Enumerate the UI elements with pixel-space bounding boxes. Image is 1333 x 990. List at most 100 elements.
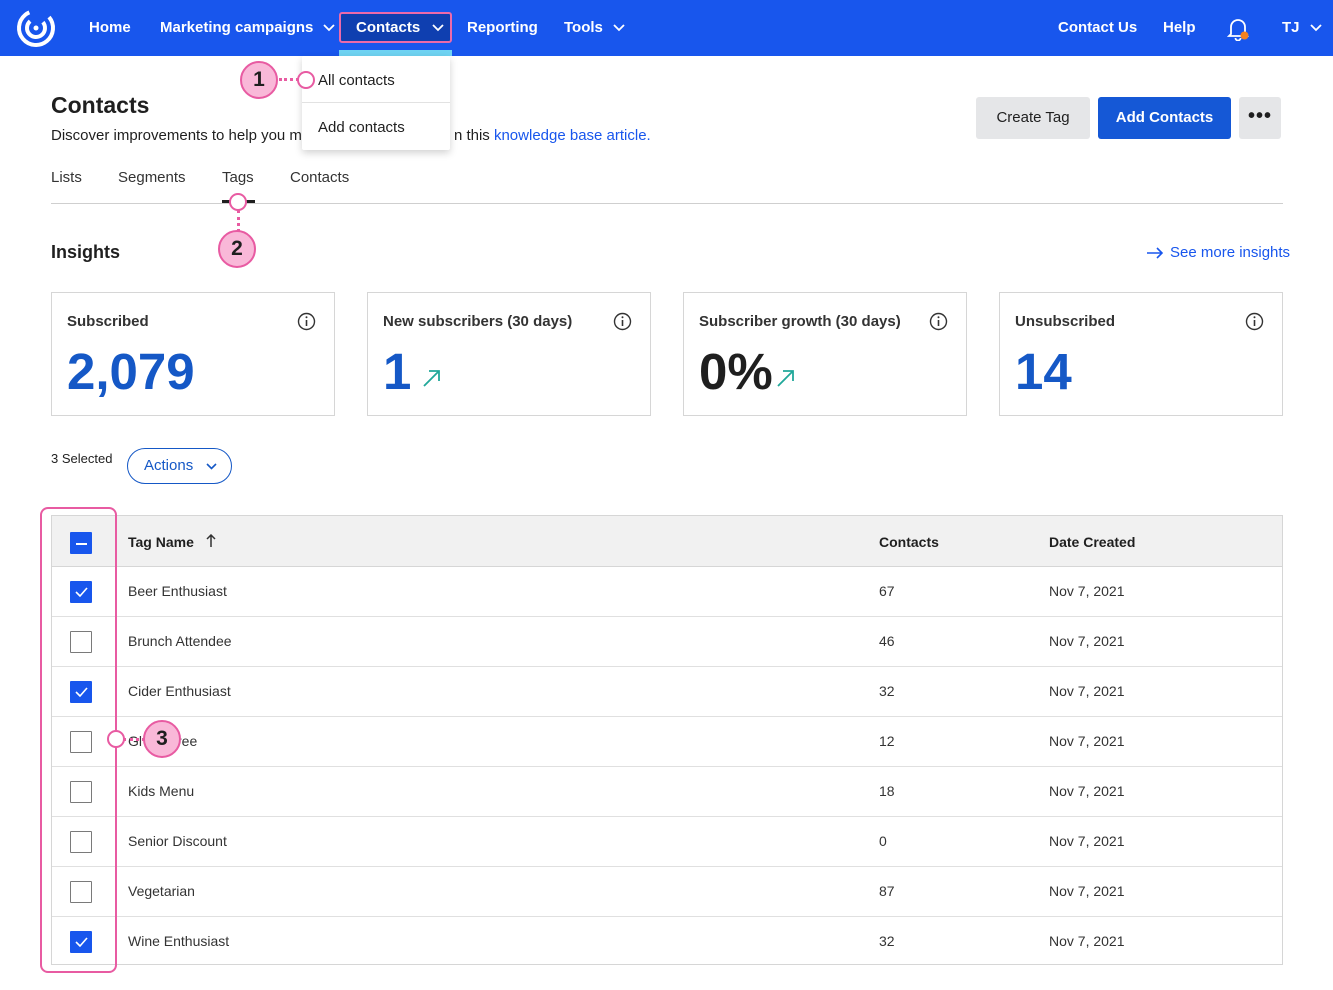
select-all-checkbox[interactable] — [70, 532, 92, 554]
contacts-count-cell: 12 — [879, 733, 895, 749]
tag-name-header-label: Tag Name — [128, 534, 194, 550]
user-initials: TJ — [1282, 19, 1300, 36]
column-header-tag-name[interactable]: Tag Name — [128, 533, 216, 550]
tag-name-text: Senior Discount — [128, 833, 227, 849]
card-label: Unsubscribed — [1015, 313, 1116, 330]
callout-connector — [279, 78, 299, 81]
table-row[interactable]: Brunch Attendee 46 Nov 7, 2021 — [52, 617, 1282, 667]
info-icon[interactable] — [929, 312, 948, 331]
table-header: Tag Name Contacts Date Created — [52, 516, 1282, 567]
table-row[interactable]: Senior Discount 0 Nov 7, 2021 — [52, 817, 1282, 867]
insight-card-subscriber-growth: Subscriber growth (30 days) 0% — [683, 292, 967, 416]
contacts-count-cell: 32 — [879, 933, 895, 949]
table-row[interactable]: Gl ree 12 Nov 7, 2021 — [52, 717, 1282, 767]
tag-name-cell[interactable]: Wine Enthusiast — [128, 933, 229, 949]
contacts-count-cell: 18 — [879, 783, 895, 799]
table-row[interactable]: Cider Enthusiast 32 Nov 7, 2021 — [52, 667, 1282, 717]
nav-tools[interactable]: Tools — [564, 0, 625, 56]
column-header-contacts: Contacts — [879, 534, 939, 550]
menu-divider — [302, 102, 450, 103]
knowledge-base-link[interactable]: knowledge base article. — [493, 127, 651, 144]
callout-target-dot — [297, 71, 315, 89]
insight-card-subscribed: Subscribed 2,079 — [51, 292, 335, 416]
contacts-count-cell: 0 — [879, 833, 887, 849]
tag-name-cell[interactable]: Gl ree — [128, 733, 197, 749]
menu-item-add-contacts[interactable]: Add contacts — [318, 119, 405, 136]
nav-home[interactable]: Home — [89, 19, 131, 36]
tab-contacts[interactable]: Contacts — [290, 169, 350, 186]
tag-name-text: Beer Enthusiast — [128, 583, 227, 599]
tab-tags[interactable]: Tags — [222, 169, 254, 186]
subtitle-text-start: Discover improvements to help you m — [51, 127, 302, 144]
chevron-down-icon — [1309, 24, 1322, 32]
tag-name-cell[interactable]: Beer Enthusiast — [128, 583, 227, 599]
table-row[interactable]: Kids Menu 18 Nov 7, 2021 — [52, 767, 1282, 817]
contacts-count-cell: 46 — [879, 633, 895, 649]
callout-badge: 1 — [240, 61, 278, 99]
row-checkbox[interactable] — [70, 681, 92, 703]
checkmark-icon — [75, 937, 88, 947]
page-subtitle: Discover improvements to help you m n thi… — [51, 127, 651, 144]
tag-name-text: Kids Menu — [128, 783, 195, 799]
table-row[interactable]: Beer Enthusiast 67 Nov 7, 2021 — [52, 567, 1282, 617]
row-checkbox[interactable] — [70, 631, 92, 653]
row-checkbox[interactable] — [70, 581, 92, 603]
callout-badge: 2 — [218, 230, 256, 268]
constant-contact-logo-icon[interactable] — [14, 6, 58, 50]
date-created-cell: Nov 7, 2021 — [1049, 833, 1125, 849]
see-more-insights-link[interactable]: See more insights — [1146, 244, 1290, 261]
tag-name-text: Brunch Attendee — [128, 633, 232, 649]
menu-item-all-contacts[interactable]: All contacts — [318, 72, 395, 89]
create-tag-button[interactable]: Create Tag — [976, 97, 1090, 139]
nav-contact-us[interactable]: Contact Us — [1058, 19, 1138, 36]
checkbox-column-highlight — [40, 507, 117, 973]
nav-help[interactable]: Help — [1163, 19, 1196, 36]
card-label: Subscriber growth (30 days) — [699, 313, 901, 330]
selected-count: 3 Selected — [51, 451, 113, 466]
table-row[interactable]: Vegetarian 87 Nov 7, 2021 — [52, 867, 1282, 917]
insight-card-unsubscribed: Unsubscribed 14 — [999, 292, 1283, 416]
sort-ascending-arrow-icon[interactable] — [206, 533, 216, 548]
row-checkbox[interactable] — [70, 781, 92, 803]
info-icon[interactable] — [1245, 312, 1264, 331]
page-title: Contacts — [51, 92, 150, 118]
add-contacts-button[interactable]: Add Contacts — [1098, 97, 1231, 139]
tabs-divider — [51, 203, 1283, 204]
tab-segments[interactable]: Segments — [118, 169, 186, 186]
date-created-cell: Nov 7, 2021 — [1049, 683, 1125, 699]
info-icon[interactable] — [613, 312, 632, 331]
chevron-down-icon — [323, 24, 336, 32]
tag-name-cell[interactable]: Vegetarian — [128, 883, 195, 899]
callout-target-dot — [229, 193, 247, 211]
row-checkbox[interactable] — [70, 881, 92, 903]
top-navigation: Home Marketing campaigns Reporting Tools… — [0, 0, 1333, 56]
checkmark-icon — [75, 587, 88, 597]
row-checkbox[interactable] — [70, 931, 92, 953]
nav-contacts[interactable]: Contacts — [339, 12, 452, 43]
tag-name-cell[interactable]: Kids Menu — [128, 783, 194, 799]
row-checkbox[interactable] — [70, 831, 92, 853]
arrow-right-icon — [1147, 247, 1164, 259]
see-more-label: See more insights — [1170, 244, 1291, 261]
notifications-bell-icon[interactable] — [1227, 17, 1249, 41]
info-icon[interactable] — [297, 312, 316, 331]
trend-up-arrow-icon — [423, 370, 440, 387]
nav-reporting[interactable]: Reporting — [467, 19, 538, 36]
tag-name-cell[interactable]: Brunch Attendee — [128, 633, 232, 649]
checkmark-icon — [75, 687, 88, 697]
tag-name-cell[interactable]: Senior Discount — [128, 833, 227, 849]
card-value: 14 — [1015, 343, 1072, 400]
nav-contacts-label: Contacts — [356, 19, 421, 36]
table-row[interactable]: Wine Enthusiast 32 Nov 7, 2021 — [52, 917, 1282, 967]
row-checkbox[interactable] — [70, 731, 92, 753]
tab-lists[interactable]: Lists — [51, 169, 82, 186]
date-created-cell: Nov 7, 2021 — [1049, 933, 1125, 949]
actions-dropdown-button[interactable]: Actions — [127, 448, 232, 484]
date-created-cell: Nov 7, 2021 — [1049, 583, 1125, 599]
actions-label: Actions — [144, 457, 194, 474]
nav-marketing-campaigns[interactable]: Marketing campaigns — [160, 0, 336, 56]
more-options-button[interactable]: ••• — [1239, 97, 1281, 139]
tag-name-cell[interactable]: Cider Enthusiast — [128, 683, 231, 699]
nav-user-menu[interactable]: TJ — [1282, 0, 1322, 56]
tag-name-text: Vegetarian — [128, 883, 195, 899]
